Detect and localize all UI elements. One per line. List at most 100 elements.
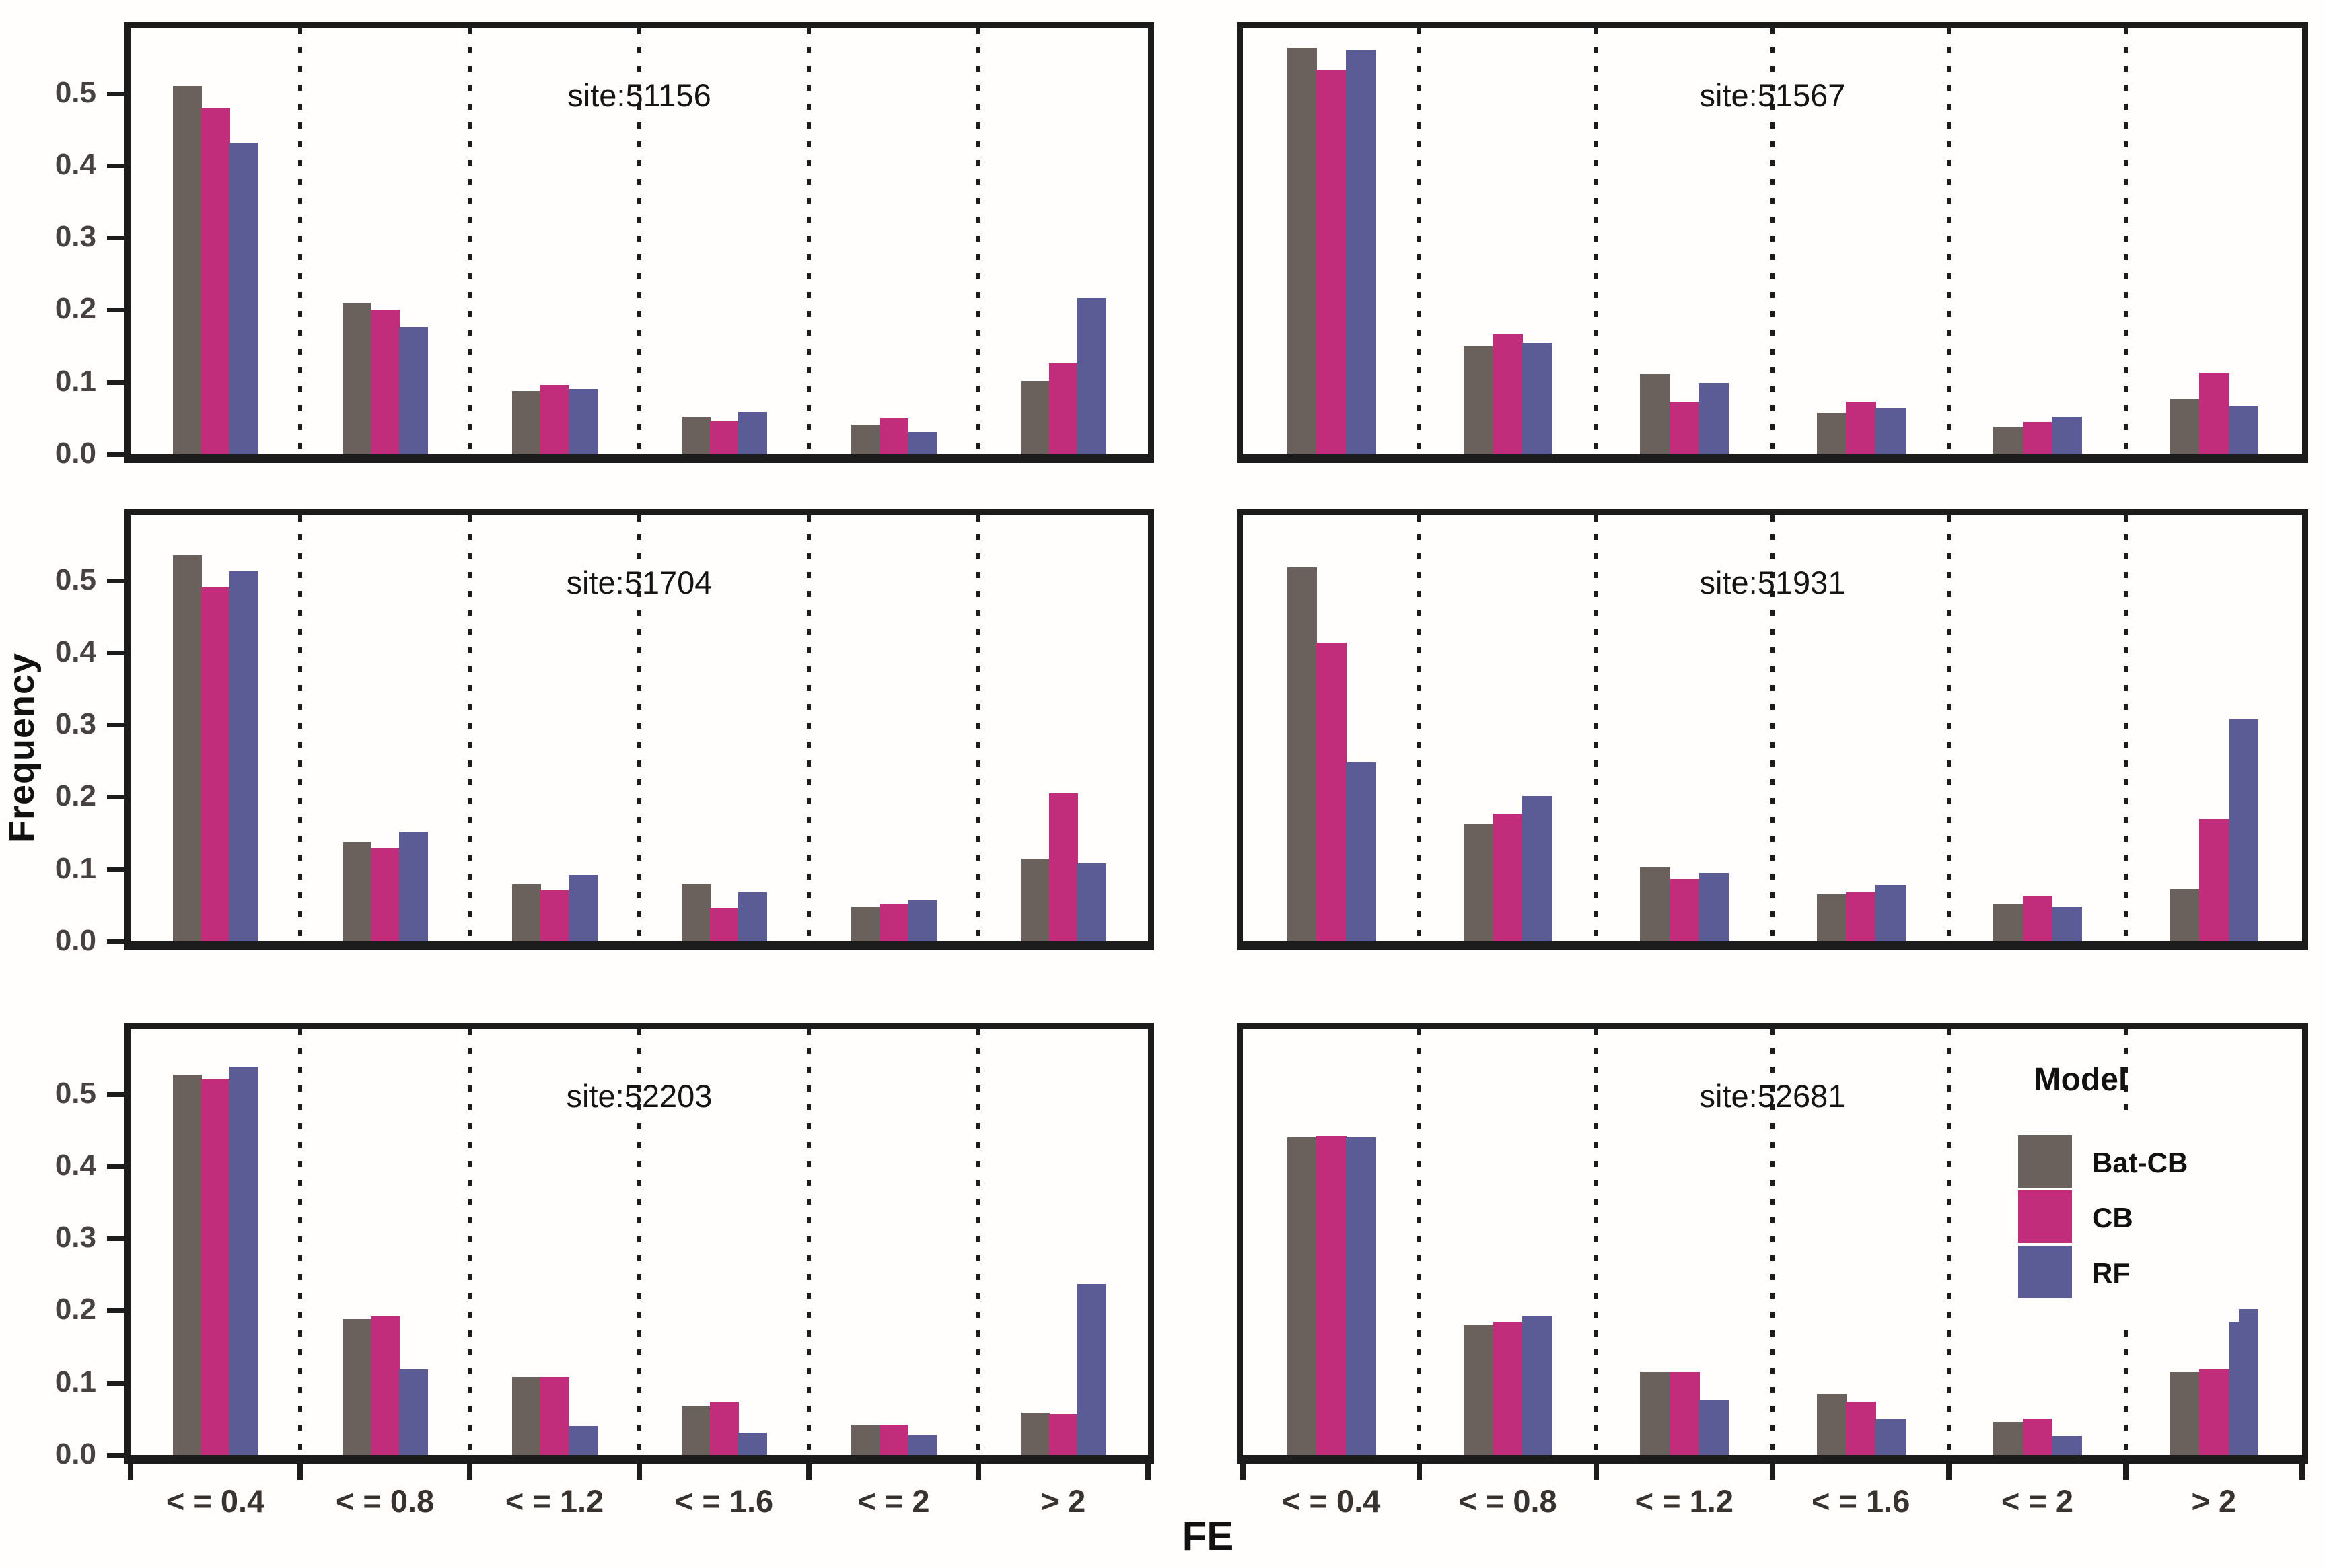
dotted-gridline (298, 28, 302, 454)
bar-CB (1316, 642, 1347, 941)
x-tick-label: < = 1.6 (1811, 1483, 1910, 1519)
bar-CB (880, 418, 908, 454)
y-tick-mark (107, 867, 124, 872)
dotted-gridline (1594, 28, 1598, 454)
bar-CB (371, 1316, 400, 1455)
dotted-gridline (976, 515, 980, 941)
x-tick-mark (806, 1464, 812, 1480)
bar-Bat-CB (1463, 824, 1494, 941)
y-tick-mark (107, 91, 124, 96)
bar-Bat-CB (343, 841, 371, 941)
y-tick-label: 0.0 (55, 1437, 96, 1470)
bar-Bat-CB (2170, 399, 2200, 454)
bar-RF (908, 900, 937, 941)
dotted-gridline (468, 1029, 472, 1455)
x-tick-mark (637, 1464, 642, 1480)
bar-CB (2198, 818, 2229, 941)
bar-RF (2052, 906, 2083, 941)
dotted-gridline (807, 1029, 811, 1455)
y-tick-label: 0.5 (55, 1076, 96, 1110)
y-tick-mark (107, 1380, 124, 1386)
bar-RF (1698, 382, 1729, 454)
x-axis-title: FE (1182, 1513, 1234, 1559)
bar-RF (399, 1369, 428, 1455)
bar-Bat-CB (1021, 1412, 1050, 1455)
dotted-gridline (637, 28, 641, 454)
dotted-gridline (468, 515, 472, 941)
y-tick-mark (107, 380, 124, 385)
y-tick-label: 0.3 (55, 1221, 96, 1254)
dotted-gridline (1947, 515, 1952, 941)
y-tick-label: 0.1 (55, 851, 96, 885)
x-tick-label: < = 1.6 (674, 1483, 774, 1519)
y-tick-label: 0.2 (55, 779, 96, 813)
legend-label-Bat-CB: Bat-CB (2092, 1147, 2188, 1178)
bar-RF (1875, 1419, 1906, 1455)
bar-CB (2022, 896, 2053, 941)
bar-CB (540, 1377, 569, 1455)
bar-CB (201, 1079, 230, 1455)
bar-CB (1669, 401, 1700, 454)
bar-Bat-CB (512, 884, 541, 941)
bar-RF (2228, 719, 2259, 941)
bar-RF (399, 327, 428, 454)
bar-RF (569, 389, 598, 454)
dotted-gridline (1594, 1029, 1598, 1455)
bar-Bat-CB (343, 1319, 371, 1455)
dotted-gridline (298, 1029, 302, 1455)
bar-Bat-CB (1640, 1371, 1670, 1455)
bar-CB (201, 108, 230, 454)
bar-Bat-CB (851, 906, 880, 941)
legend-swatch-RF (2018, 1246, 2072, 1298)
bar-RF (569, 1426, 598, 1455)
bar-Bat-CB (1463, 1324, 1494, 1455)
legend-title: Model (2034, 1062, 2128, 1098)
dotted-gridline (807, 28, 811, 454)
bar-CB (2198, 1369, 2229, 1455)
y-tick-mark (107, 1164, 124, 1169)
bar-Bat-CB (2170, 1371, 2200, 1455)
bar-RF (1077, 1283, 1106, 1455)
bar-Bat-CB (682, 884, 711, 941)
x-tick-mark (2299, 1464, 2305, 1480)
y-tick-mark (107, 578, 124, 583)
y-tick-label: 0.1 (55, 1365, 96, 1398)
bar-RF (2052, 417, 2083, 454)
y-tick-mark (107, 723, 124, 728)
bar-RF (569, 875, 598, 941)
dotted-gridline (1594, 515, 1598, 941)
bar-CB (1669, 1371, 1700, 1455)
bar-RF (1346, 762, 1376, 941)
bar-Bat-CB (173, 555, 202, 941)
x-tick-mark (2122, 1464, 2129, 1480)
bar-CB (1049, 793, 1078, 941)
bar-Bat-CB (173, 1074, 202, 1455)
legend-swatch-Bat-CB (2018, 1135, 2072, 1188)
bar-Bat-CB (1816, 894, 1847, 941)
bar-CB (540, 890, 569, 941)
bar-CB (710, 907, 739, 941)
dotted-gridline (807, 515, 811, 941)
x-tick-label: < = 2 (857, 1483, 930, 1519)
y-tick-mark (107, 1236, 124, 1242)
bar-RF (229, 1066, 258, 1455)
dotted-gridline (1417, 515, 1422, 941)
bar-CB (540, 385, 569, 454)
y-tick-label: 0.0 (55, 437, 96, 470)
x-tick-mark (1145, 1464, 1151, 1480)
bar-RF (2228, 406, 2259, 454)
panel-title: site:52203 (566, 1078, 713, 1114)
bar-RF (1698, 873, 1729, 941)
bar-Bat-CB (1640, 373, 1670, 454)
legend-swatch-CB (2018, 1190, 2072, 1243)
x-tick-label: < = 0.8 (335, 1483, 435, 1519)
dotted-gridline (1947, 28, 1952, 454)
dotted-gridline (637, 515, 641, 941)
y-tick-label: 0.4 (55, 635, 96, 668)
bar-RF (229, 571, 258, 941)
y-tick-mark (107, 452, 124, 457)
bar-Bat-CB (1640, 867, 1670, 941)
bar-RF (1875, 885, 1906, 941)
bar-CB (1846, 1401, 1877, 1455)
bar-CB (371, 310, 400, 454)
